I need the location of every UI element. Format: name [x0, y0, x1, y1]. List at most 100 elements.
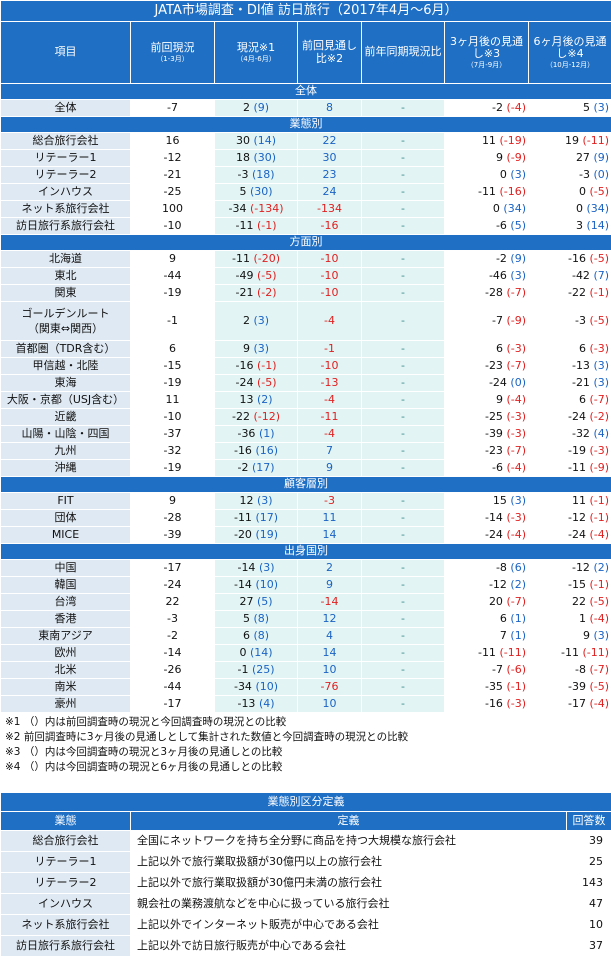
prev-value: -26: [131, 662, 215, 679]
row-label-text: 欧州: [3, 647, 128, 659]
three-month-outlook: -23 (-7): [445, 443, 529, 460]
row-label: 東北: [1, 268, 131, 285]
definition-title: 業態別区分定義: [1, 793, 611, 812]
current-diff: (18): [252, 168, 275, 181]
three-month-diff: (-3): [506, 427, 526, 440]
table-row: 中国-17-14 (3)2--8 (6)-12 (2): [1, 560, 611, 577]
current-value: 12 (3): [215, 493, 298, 510]
prev-value: -3: [131, 611, 215, 628]
current-diff: (9): [253, 101, 269, 114]
prev-estimate-diff: -76: [298, 679, 362, 696]
prev-estimate-diff: 22: [298, 133, 362, 150]
six-month-diff: (-9): [589, 461, 609, 474]
current-diff: (3): [257, 494, 273, 507]
yoy-value: -: [362, 167, 445, 184]
row-label-text: 全体: [3, 102, 128, 114]
three-month-outlook: 0 (3): [445, 167, 529, 184]
three-month-number: 0: [500, 168, 507, 181]
three-month-outlook: -24 (-4): [445, 527, 529, 544]
prev-value: -17: [131, 696, 215, 713]
current-diff: (1): [259, 427, 275, 440]
prev-value: 9: [131, 493, 215, 510]
prev-value: 11: [131, 392, 215, 409]
header-prevest: 前回見通し比※2: [298, 22, 362, 84]
three-month-number: -2: [492, 101, 503, 114]
three-month-diff: (-19): [499, 134, 526, 147]
prev-estimate-diff: -10: [298, 251, 362, 268]
definition-type: ネット系旅行会社: [1, 915, 131, 936]
table-row: 沖縄-19-2 (17)9--6 (-4)-11 (-9): [1, 460, 611, 477]
header-m6-main: 6ヶ月後の見通し※4: [534, 35, 607, 61]
table-row: 近畿-10-22 (-12)-11--25 (-3)-24 (-2): [1, 409, 611, 426]
six-month-number: -3: [575, 314, 586, 327]
current-number: -16: [235, 359, 253, 372]
current-number: -34: [228, 202, 246, 215]
current-number: -21: [235, 286, 253, 299]
six-month-number: -3: [579, 168, 590, 181]
six-month-number: 6: [579, 393, 586, 406]
row-label: FIT: [1, 493, 131, 510]
yoy-value: -: [362, 645, 445, 662]
current-number: 6: [243, 629, 250, 642]
current-diff: (14): [250, 646, 273, 659]
three-month-number: -11: [478, 185, 496, 198]
current-diff: (-134): [250, 202, 284, 215]
yoy-value: -: [362, 201, 445, 218]
prev-value: -25: [131, 184, 215, 201]
three-month-diff: (0): [510, 376, 526, 389]
table-row: 東海-19-24 (-5)-13--24 (0)-21 (3): [1, 375, 611, 392]
six-month-diff: (-5): [589, 252, 609, 265]
header-cur-sub: （4月-6月）: [217, 55, 295, 63]
three-month-diff: (-9): [506, 314, 526, 327]
current-number: -3: [237, 168, 248, 181]
row-label: ゴールデンルート（関東⇔関西）: [1, 302, 131, 341]
six-month-outlook: 6 (-3): [529, 341, 611, 358]
row-label-text: （関東⇔関西）: [3, 321, 128, 336]
definition-text: 親会社の業務渡航などを中心に扱っている旅行会社: [131, 894, 567, 915]
yoy-value: -: [362, 510, 445, 527]
three-month-number: -16: [485, 697, 503, 710]
six-month-number: -12: [572, 561, 590, 574]
row-label-text: 豪州: [3, 698, 128, 710]
three-month-outlook: -7 (-9): [445, 302, 529, 341]
row-label: 韓国: [1, 577, 131, 594]
six-month-diff: (34): [586, 202, 609, 215]
row-label: リテーラー2: [1, 167, 131, 184]
six-month-outlook: -19 (-3): [529, 443, 611, 460]
current-number: -1: [237, 663, 248, 676]
three-month-diff: (-3): [506, 511, 526, 524]
three-month-diff: (-7): [506, 444, 526, 457]
current-value: -16 (-1): [215, 358, 298, 375]
prev-estimate-diff: -1: [298, 341, 362, 358]
yoy-value: -: [362, 611, 445, 628]
section-header: 全体: [1, 84, 611, 100]
section-header: 業態別: [1, 117, 611, 133]
three-month-outlook: 11 (-19): [445, 133, 529, 150]
three-month-diff: (-7): [506, 286, 526, 299]
current-diff: (-1): [257, 219, 277, 232]
row-label: 欧州: [1, 645, 131, 662]
prev-estimate-diff: 23: [298, 167, 362, 184]
current-number: -24: [235, 376, 253, 389]
row-label-text: 北海道: [3, 253, 128, 265]
di-table: JATA市場調査・DI値 訪日旅行（2017年4月～6月） 項目 前回現況（1-…: [0, 0, 611, 713]
footnote: ※2 前回調査時に3ヶ月後の見通しとして集計された数値と今回調査時の現況との比較: [5, 730, 611, 745]
current-value: -36 (1): [215, 426, 298, 443]
three-month-outlook: -28 (-7): [445, 285, 529, 302]
six-month-number: -15: [568, 578, 586, 591]
prev-estimate-diff: 30: [298, 150, 362, 167]
current-number: 12: [239, 494, 253, 507]
row-label-text: ゴールデンルート: [3, 306, 128, 321]
table-row: 豪州-17-13 (4)10--16 (-3)-17 (-4): [1, 696, 611, 713]
definition-count: 25: [567, 852, 611, 873]
three-month-diff: (-4): [506, 461, 526, 474]
six-month-number: -16: [568, 252, 586, 265]
three-month-outlook: -6 (-4): [445, 460, 529, 477]
six-month-outlook: 1 (-4): [529, 611, 611, 628]
three-month-diff: (-16): [499, 185, 526, 198]
